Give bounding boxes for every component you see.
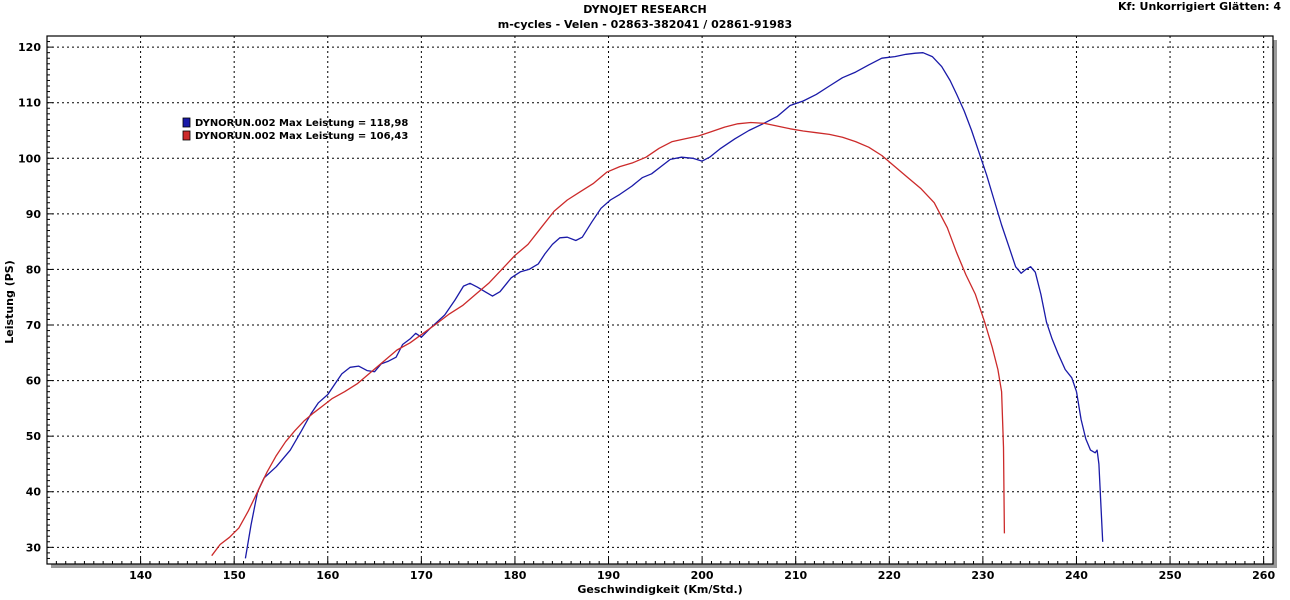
y-axis: 30 40 50 60 70 80 90 100 110 120 xyxy=(18,41,41,554)
minor-ticks xyxy=(46,35,1274,565)
legend-label-2: DYNORUN.002 Max Leistung = 106,43 xyxy=(195,131,408,142)
correction-info: Kf: Unkorrigiert Glätten: 4 xyxy=(1118,0,1281,13)
x-tick-label: 230 xyxy=(971,569,994,582)
y-tick-label: 90 xyxy=(26,208,42,221)
legend-swatch-2 xyxy=(182,130,191,141)
y-tick-label: 80 xyxy=(26,263,42,276)
x-tick-label: 220 xyxy=(878,569,901,582)
x-tick-label: 240 xyxy=(1065,569,1088,582)
y-tick-label: 120 xyxy=(18,41,41,54)
y-tick-label: 100 xyxy=(18,152,41,165)
series-line-2 xyxy=(211,121,1006,557)
y-axis-label: Leistung (PS) xyxy=(3,260,16,343)
x-tick-label: 210 xyxy=(784,569,807,582)
x-tick-label: 200 xyxy=(691,569,714,582)
y-tick-label: 110 xyxy=(18,97,41,110)
series-line-1 xyxy=(244,52,1104,559)
legend-label-1: DYNORUN.002 Max Leistung = 118,98 xyxy=(195,118,408,129)
x-axis: 140 150 160 170 180 190 200 210 220 230 240 250 260 xyxy=(129,569,1275,582)
x-tick-label: 160 xyxy=(316,569,339,582)
legend-swatch-1 xyxy=(182,117,191,128)
plot-area xyxy=(46,35,1274,565)
chart-title: DYNOJET RESEARCH xyxy=(583,3,706,16)
x-tick-label: 250 xyxy=(1159,569,1182,582)
y-tick-label: 30 xyxy=(26,541,42,554)
x-tick-label: 190 xyxy=(597,569,620,582)
chart-subtitle: m-cycles - Velen - 02863-382041 / 02861-… xyxy=(498,18,792,31)
x-tick-label: 180 xyxy=(503,569,526,582)
y-tick-label: 60 xyxy=(26,375,42,388)
x-tick-label: 150 xyxy=(223,569,246,582)
y-tick-label: 70 xyxy=(26,319,42,332)
y-tick-label: 40 xyxy=(26,486,42,499)
x-tick-label: 170 xyxy=(410,569,433,582)
y-tick-label: 50 xyxy=(26,430,42,443)
series-lines xyxy=(211,52,1104,559)
legend: DYNORUN.002 Max Leistung = 118,98 DYNORUN… xyxy=(182,117,408,142)
x-tick-label: 260 xyxy=(1252,569,1275,582)
x-axis-label: Geschwindigkeit (Km/Std.) xyxy=(577,583,742,596)
x-tick-label: 140 xyxy=(129,569,152,582)
grid xyxy=(47,36,1273,564)
